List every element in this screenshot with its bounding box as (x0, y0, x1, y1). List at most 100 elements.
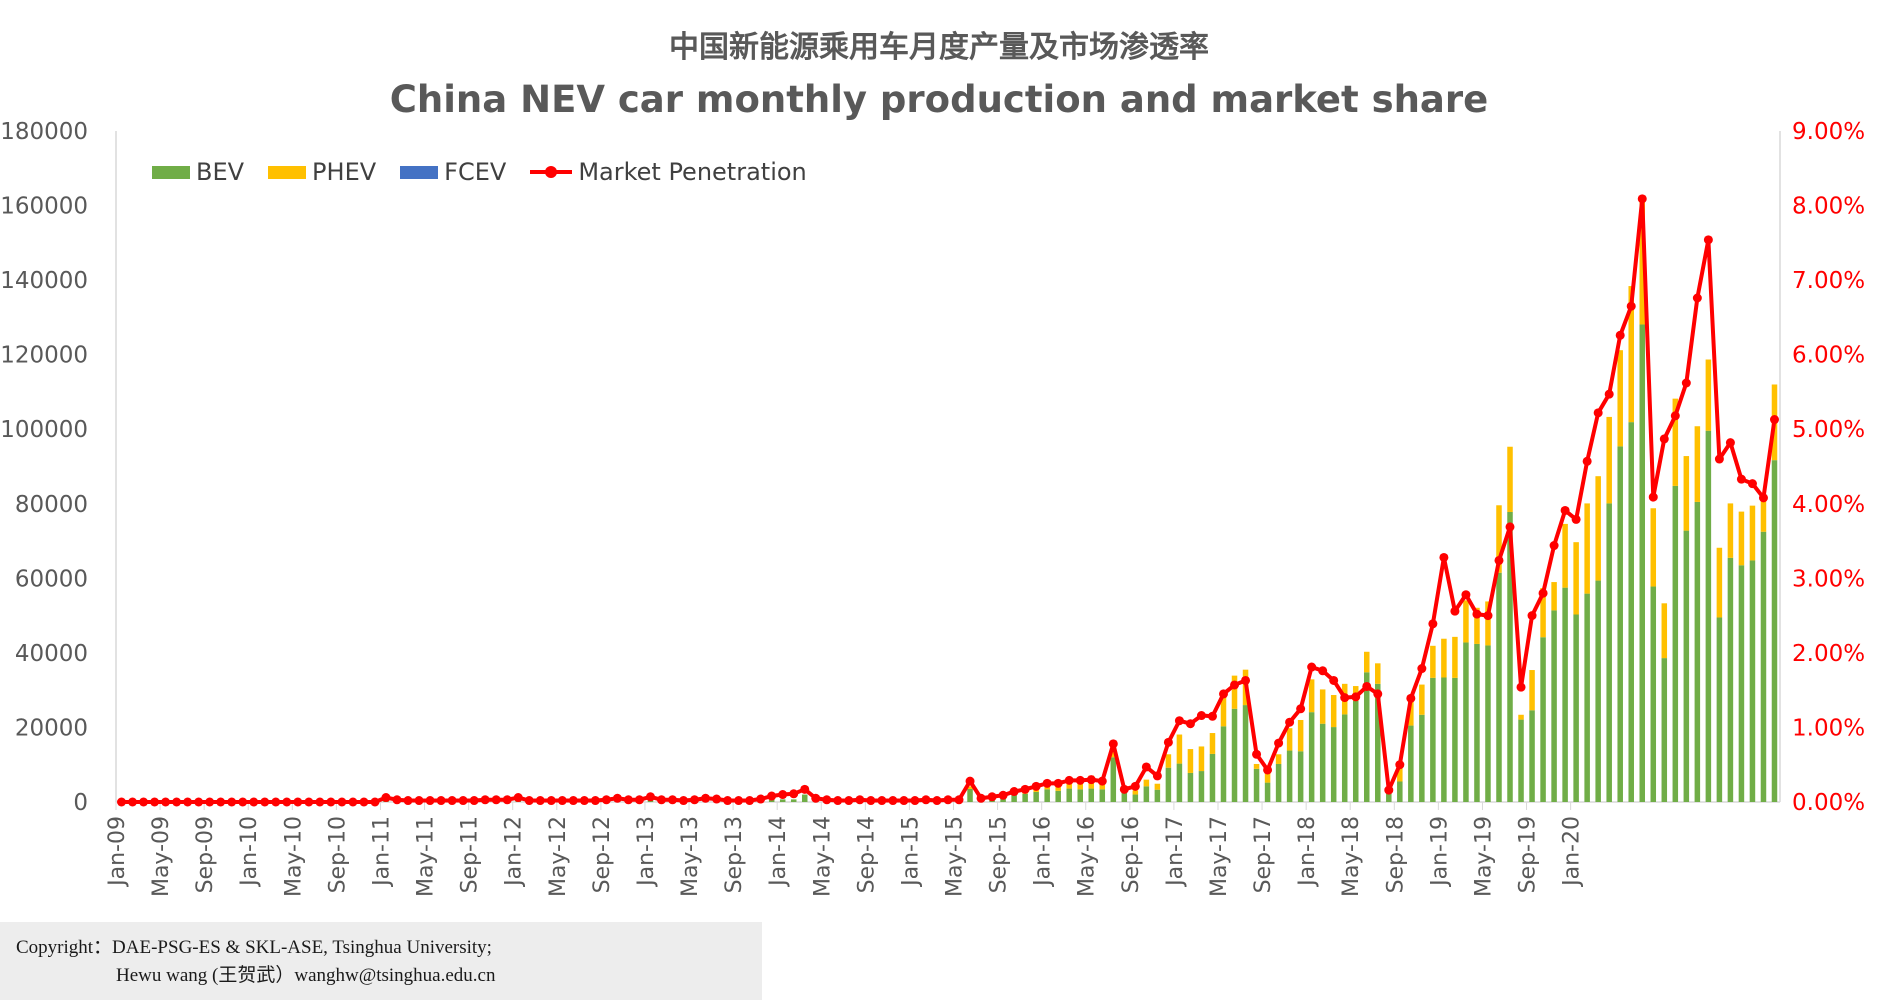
penetration-point (811, 793, 821, 803)
penetration-point (723, 796, 733, 806)
legend-item-phev: PHEV (268, 158, 376, 186)
x-tick-label: Sep-13 (722, 816, 747, 893)
penetration-point (1174, 716, 1184, 726)
phev-bar (1716, 547, 1723, 618)
penetration-point (381, 793, 391, 803)
phev-bar (1143, 779, 1150, 787)
bev-bar (1463, 642, 1469, 802)
penetration-swatch (530, 165, 573, 179)
bev-bar (1760, 531, 1767, 802)
penetration-point (987, 792, 997, 802)
penetration-point (767, 791, 777, 801)
phev-bar (1683, 456, 1690, 531)
x-tick-label: Jan-09 (105, 816, 130, 888)
penetration-point (1769, 415, 1779, 425)
phev-bar (1430, 645, 1436, 678)
penetration-point (844, 796, 854, 806)
bev-bar (1529, 710, 1535, 802)
penetration-point (1582, 456, 1592, 466)
penetration-point (679, 796, 689, 806)
y-right-tick-label: 3.00% (1792, 566, 1865, 592)
y-right-tick-label: 8.00% (1792, 194, 1865, 220)
phev-bar (1485, 601, 1491, 646)
penetration-point (1461, 590, 1471, 600)
penetration-point (1218, 689, 1228, 699)
penetration-point (745, 796, 755, 806)
penetration-point (1141, 762, 1151, 772)
penetration-point (1549, 541, 1559, 551)
penetration-point (216, 797, 226, 807)
bev-bar (1694, 501, 1701, 802)
phev-bar (1749, 505, 1756, 561)
penetration-point (227, 797, 237, 807)
penetration-point (1450, 606, 1460, 616)
phev-bar (1606, 416, 1612, 504)
penetration-point (238, 797, 248, 807)
y-right-tick-label: 1.00% (1792, 715, 1865, 741)
penetration-point (1637, 194, 1647, 204)
x-tick-label: Jan-20 (1560, 816, 1585, 888)
penetration-point (271, 797, 281, 807)
x-tick-label: Jan-12 (502, 816, 527, 888)
phev-bar (1275, 754, 1282, 764)
phev-bar (1661, 603, 1668, 659)
phev-bar (1727, 503, 1734, 558)
x-tick-label: May-17 (1207, 816, 1232, 897)
phev-bar (1562, 523, 1568, 588)
bev-bar (1441, 677, 1447, 802)
penetration-point (789, 789, 799, 799)
x-tick-label: May-13 (678, 816, 703, 897)
phev-bar (1705, 359, 1712, 431)
chart-subtitle: China NEV car monthly production and mar… (389, 78, 1489, 121)
bev-bar (1397, 781, 1403, 802)
penetration-point (954, 795, 964, 805)
y-left-tick-label: 120000 (0, 343, 88, 369)
bev-bar (1352, 700, 1359, 802)
penetration-point (623, 795, 633, 805)
penetration-point (1207, 711, 1217, 721)
bev-bar (1253, 768, 1260, 802)
phev-bar (1319, 689, 1326, 724)
x-tick-label: Jan-15 (898, 816, 923, 888)
x-tick-label: May-18 (1339, 816, 1364, 897)
bev-bar (1055, 790, 1061, 802)
penetration-point (1130, 781, 1140, 791)
legend-label-bev: BEV (196, 158, 245, 186)
phev-bar (1529, 670, 1535, 711)
penetration-point (1230, 680, 1240, 690)
y-right-tick-label: 5.00% (1792, 417, 1865, 443)
fcev-swatch (400, 165, 439, 179)
bev-bar (1088, 788, 1095, 802)
y-right-tick-label: 4.00% (1792, 492, 1865, 518)
phev-bar (1198, 746, 1205, 772)
penetration-point (1296, 704, 1306, 714)
penetration-point (1362, 681, 1372, 691)
bev-bar (1341, 714, 1348, 802)
bev-bar (768, 799, 775, 802)
penetration-point (1285, 717, 1295, 727)
penetration-point (425, 796, 435, 806)
bev-bar (1386, 793, 1392, 802)
penetration-point (469, 796, 479, 806)
legend: BEV PHEV FCEV Market Penetration (152, 158, 831, 186)
bev-bar (1022, 793, 1028, 802)
phev-bar (1452, 636, 1458, 678)
y-left-tick-label: 40000 (15, 641, 88, 667)
penetration-point (1395, 760, 1405, 770)
phev-bar (1650, 508, 1657, 587)
phev-bar (1397, 765, 1403, 782)
bev-bar (967, 788, 973, 802)
penetration-point (1659, 434, 1669, 444)
penetration-point (1439, 552, 1449, 562)
penetration-point (1472, 609, 1482, 619)
bev-bar (1121, 792, 1128, 802)
penetration-point (734, 796, 744, 806)
phev-bar (1187, 749, 1194, 773)
penetration-point (833, 796, 843, 806)
bev-bar (1584, 593, 1590, 802)
bev-bar (1485, 645, 1491, 802)
penetration-point (590, 796, 600, 806)
bev-bar (1176, 763, 1183, 802)
penetration-point (1692, 293, 1702, 303)
copyright-footer: Copyright：DAE-PSG-ES & SKL-ASE, Tsinghua… (0, 922, 762, 1000)
